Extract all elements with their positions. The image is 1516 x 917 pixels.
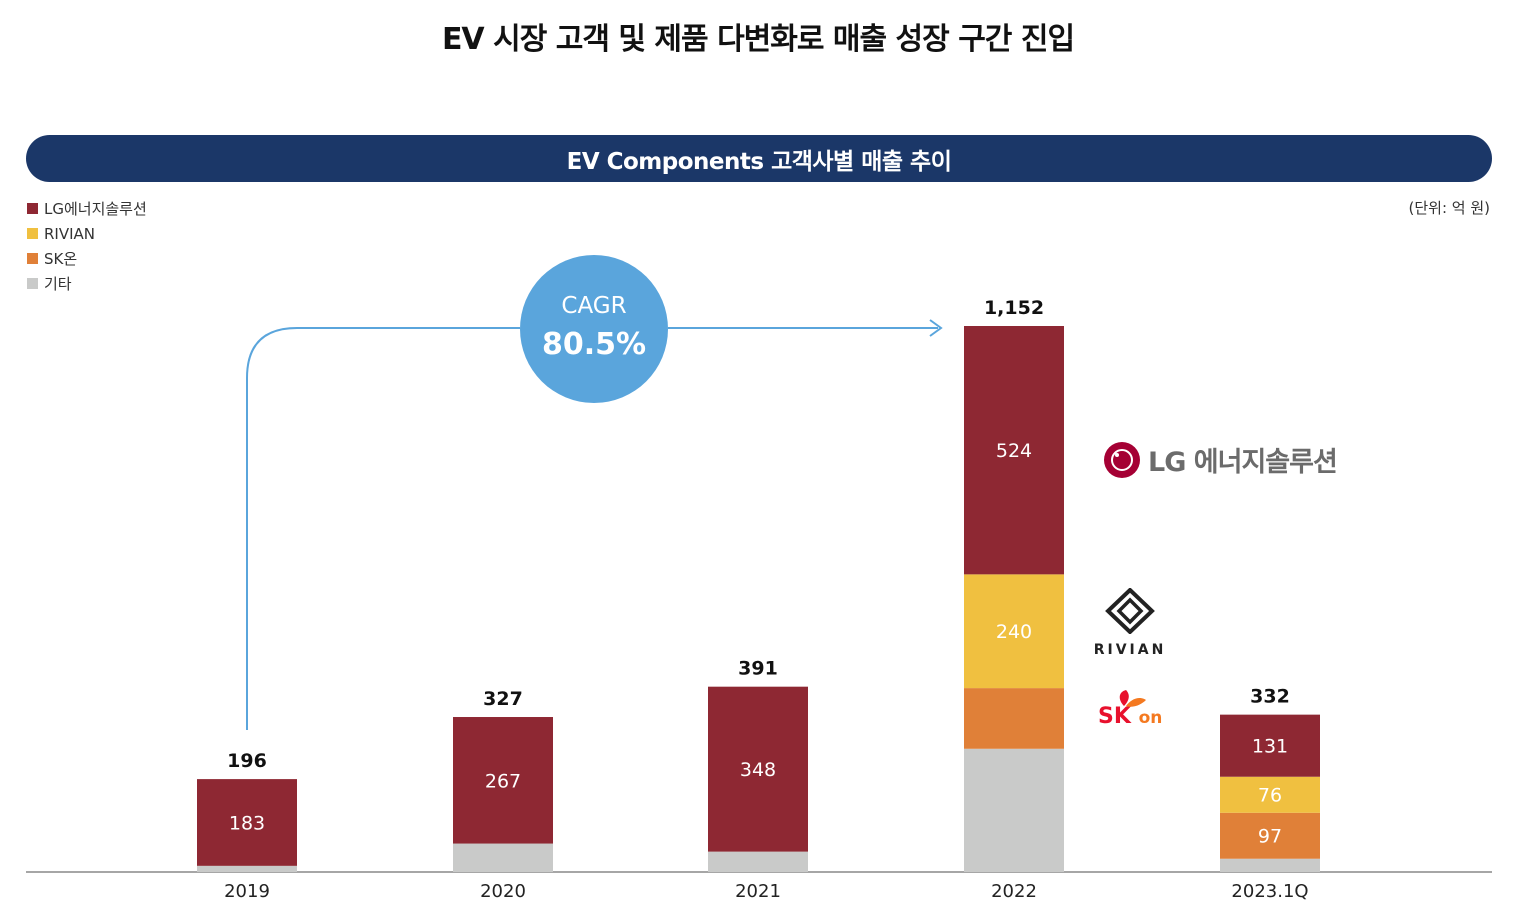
bar-segment-LG에너지솔루션-2021 xyxy=(708,686,808,852)
legend-label-other: 기타 xyxy=(44,275,72,293)
legend-swatch-rivian xyxy=(27,228,38,239)
bar-segment-RIVIAN-2022 xyxy=(964,574,1064,689)
unit-label: (단위: 억 원) xyxy=(1408,199,1491,217)
legend-swatch-lg xyxy=(27,203,38,214)
lg-logo-text: LG 에너지솔루션 xyxy=(1148,447,1338,478)
legend-label-skon: SK온 xyxy=(44,250,78,268)
rivian-logo-icon xyxy=(1105,587,1155,635)
bar-total-label: 327 xyxy=(483,688,523,710)
cagr-badge: CAGR 80.5% xyxy=(520,255,668,403)
x-tick-label: 2020 xyxy=(480,881,526,902)
on-logo-text: on xyxy=(1138,708,1163,728)
cagr-arrow-head xyxy=(929,319,943,337)
lg-energy-solution-logo: LG 에너지솔루션 xyxy=(1104,440,1338,479)
bar-total-label: 196 xyxy=(227,750,267,772)
bar-segment-LG에너지솔루션-2020 xyxy=(453,717,553,844)
legend: LG에너지솔루션 RIVIAN SK온 기타 xyxy=(27,196,147,296)
bar-segment-SK온-2022 xyxy=(964,688,1064,749)
x-tick-label: 2019 xyxy=(224,881,270,902)
bar-segment-LG에너지솔루션-2022 xyxy=(964,326,1064,575)
sk-on-logo-text: SK on xyxy=(1098,704,1162,729)
x-tick-label: 2022 xyxy=(991,881,1037,902)
sk-on-logo: SK on xyxy=(1098,690,1162,729)
bar-segment-RIVIAN-2023.1Q xyxy=(1220,776,1320,813)
bar-segment-기타-2022 xyxy=(964,748,1064,872)
rivian-logo-text: RIVIAN xyxy=(1093,642,1167,658)
segment-value-label: 267 xyxy=(485,770,521,792)
bar-total-label: 391 xyxy=(738,658,778,680)
segment-value-label: 97 xyxy=(1258,826,1282,848)
legend-item-lg: LG에너지솔루션 xyxy=(27,196,147,221)
bar-segment-기타-2021 xyxy=(708,851,808,872)
bar-total-label: 1,152 xyxy=(984,297,1044,319)
legend-item-skon: SK온 xyxy=(27,246,147,271)
cagr-label: CAGR xyxy=(561,293,627,319)
legend-label-lg: LG에너지솔루션 xyxy=(44,200,147,218)
page-title: EV 시장 고객 및 제품 다변화로 매출 성장 구간 진입 xyxy=(441,22,1075,57)
sk-butterfly-icon xyxy=(1119,690,1146,707)
lg-logo-icon xyxy=(1104,441,1140,478)
bar-segment-기타-2020 xyxy=(453,843,553,872)
legend-label-rivian: RIVIAN xyxy=(44,224,96,243)
bar-segment-LG에너지솔루션-2019 xyxy=(197,779,297,866)
legend-item-rivian: RIVIAN xyxy=(27,221,147,246)
sk-logo-text: SK xyxy=(1098,704,1131,729)
chart-banner: EV Components 고객사별 매출 추이 xyxy=(26,135,1492,182)
legend-swatch-other xyxy=(27,278,38,289)
cagr-value: 80.5% xyxy=(541,327,647,362)
segment-value-label: 131 xyxy=(1252,736,1288,758)
bar-total-label: 332 xyxy=(1250,686,1290,708)
segment-value-label: 240 xyxy=(996,621,1032,643)
segment-value-label: 76 xyxy=(1258,785,1282,807)
x-tick-label: 2021 xyxy=(735,881,781,902)
segment-value-label: 524 xyxy=(996,440,1032,462)
bar-segment-LG에너지솔루션-2023.1Q xyxy=(1220,714,1320,777)
segment-value-label: 348 xyxy=(740,759,776,781)
segment-value-label: 183 xyxy=(229,812,265,834)
bar-segment-기타-2019 xyxy=(197,865,297,872)
cagr-arrow-line xyxy=(246,327,938,730)
rivian-logo: RIVIAN xyxy=(1090,587,1170,658)
bar-segment-SK온-2023.1Q xyxy=(1220,812,1320,859)
x-tick-label: 2023.1Q xyxy=(1231,881,1308,902)
bar-segment-기타-2023.1Q xyxy=(1220,858,1320,872)
legend-item-other: 기타 xyxy=(27,271,147,296)
legend-swatch-skon xyxy=(27,253,38,264)
